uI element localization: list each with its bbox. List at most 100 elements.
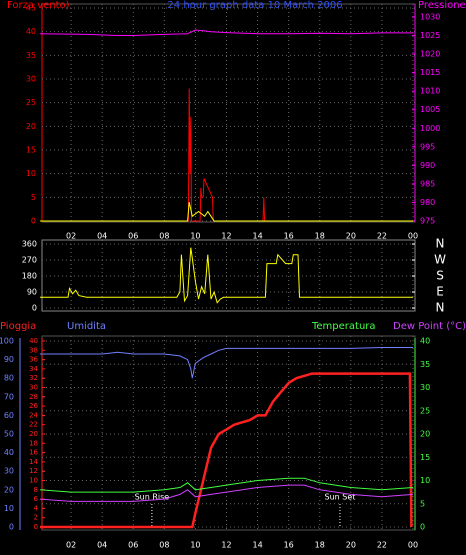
y-tick-label: 60: [4, 411, 14, 420]
x-tick-label: 12: [221, 541, 231, 550]
y-tick-label: 90: [27, 288, 37, 297]
x-tick-label: 22: [377, 232, 387, 241]
y3-tick-label: 10: [29, 477, 38, 485]
y-tick-label: 20: [26, 122, 36, 131]
y3-tick-label: 2: [34, 514, 38, 522]
x-tick-label: 06: [128, 541, 138, 550]
x-tick-label: 04: [97, 541, 107, 550]
x-tick-label: 18: [315, 541, 325, 550]
y-tick-label: 30: [26, 75, 36, 84]
x-tick-label: 06: [128, 232, 138, 241]
x-tick-label: 14: [252, 541, 262, 550]
annotation: Sun Rise: [135, 493, 170, 502]
chart-title: 24 hour graph data 10 March 2006: [167, 0, 342, 11]
y2-tick-label: 1020: [420, 50, 440, 59]
x-tick-label: 16: [284, 541, 294, 550]
y2-tick-label: 25: [420, 406, 430, 415]
series-line: [40, 347, 413, 379]
y3-tick-label: 36: [29, 356, 38, 364]
y2-tick-label: 985: [420, 179, 435, 188]
y3-tick-label: 0: [34, 523, 38, 531]
annotation: Sun Set: [325, 493, 356, 502]
y3-tick-label: 34: [29, 365, 38, 373]
y-tick-label: 15: [26, 146, 36, 155]
y2-tick-label: N: [436, 301, 445, 315]
x-tick-label: 00: [408, 541, 418, 550]
y2-tick-label: 1000: [420, 124, 440, 133]
y-tick-label: 0: [32, 304, 37, 313]
y2-tick-label: N: [436, 237, 445, 251]
y2-tick-label: 980: [420, 198, 435, 207]
y2-tick-label: 1010: [420, 87, 440, 96]
y-tick-label: 360: [22, 240, 37, 249]
x-tick-label: 20: [346, 541, 356, 550]
x-tick-label: 08: [159, 232, 169, 241]
legend-entry: Umidita: [67, 321, 106, 332]
y-tick-label: 80: [4, 374, 14, 383]
y2-tick-label: 40: [420, 337, 430, 346]
legend-entry: Temperatura: [311, 321, 376, 332]
y3-tick-label: 12: [29, 467, 38, 475]
y2-tick-label: 995: [420, 142, 435, 151]
legend-entry: Pioggia: [0, 321, 36, 332]
legend-entry: Dew Point (°C): [393, 321, 466, 332]
series-line: [39, 477, 414, 493]
series-line: [40, 201, 413, 222]
y2-tick-label: 975: [420, 217, 435, 226]
y3-tick-label: 14: [29, 458, 38, 466]
y-tick-label: 35: [26, 51, 36, 60]
y-tick-label: 0: [9, 523, 14, 532]
y-tick-label: 40: [26, 27, 36, 36]
y2-tick-label: 5: [420, 499, 425, 508]
series-line: [39, 29, 413, 36]
y2-tick-label: 20: [420, 430, 430, 439]
y3-tick-label: 28: [29, 393, 38, 401]
x-tick-label: 18: [315, 232, 325, 241]
y-tick-label: 10: [4, 504, 14, 513]
y2-tick-label: S: [436, 269, 444, 283]
y2-tick-label: 30: [420, 383, 430, 392]
legend-entry: Forza vento): [7, 0, 70, 11]
legend-entry: Pressione: [418, 0, 466, 11]
y-tick-label: 45: [26, 4, 36, 13]
y3-tick-label: 38: [29, 346, 38, 354]
y3-tick-label: 18: [29, 439, 38, 447]
y-tick-label: 100: [0, 337, 14, 346]
x-tick-label: 20: [346, 232, 356, 241]
y2-tick-label: 10: [420, 476, 430, 485]
y-tick-label: 270: [22, 256, 37, 265]
x-tick-label: 10: [190, 232, 200, 241]
x-tick-label: 02: [66, 232, 76, 241]
y-tick-label: 70: [4, 392, 14, 401]
y-tick-label: 25: [26, 98, 36, 107]
y-tick-label: 0: [31, 217, 36, 226]
y-tick-label: 30: [4, 467, 14, 476]
series-line: [39, 484, 414, 502]
y-tick-label: 10: [26, 169, 36, 178]
y-tick-label: 180: [22, 272, 37, 281]
y3-tick-label: 30: [29, 384, 38, 392]
y3-tick-label: 32: [29, 374, 38, 382]
y3-tick-label: 6: [34, 495, 39, 503]
x-tick-label: 08: [159, 541, 169, 550]
y2-tick-label: 0: [420, 523, 425, 532]
y2-tick-label: 1015: [420, 68, 440, 77]
x-tick-label: 12: [221, 232, 231, 241]
y-tick-label: 20: [4, 485, 14, 494]
y2-tick-label: 990: [420, 161, 435, 170]
y-tick-label: 90: [4, 355, 14, 364]
y2-tick-label: 1025: [420, 31, 440, 40]
y-tick-label: 5: [31, 193, 36, 202]
y-tick-label: 40: [4, 448, 14, 457]
y-tick-label: 50: [4, 430, 14, 439]
x-tick-label: 10: [190, 541, 200, 550]
y2-tick-label: 1005: [420, 105, 440, 114]
x-tick-label: 16: [284, 232, 294, 241]
y3-tick-label: 16: [29, 449, 38, 457]
x-tick-label: 00: [408, 232, 418, 241]
y2-tick-label: 15: [420, 453, 430, 462]
y3-tick-label: 8: [34, 486, 38, 494]
series-line: [40, 88, 413, 222]
